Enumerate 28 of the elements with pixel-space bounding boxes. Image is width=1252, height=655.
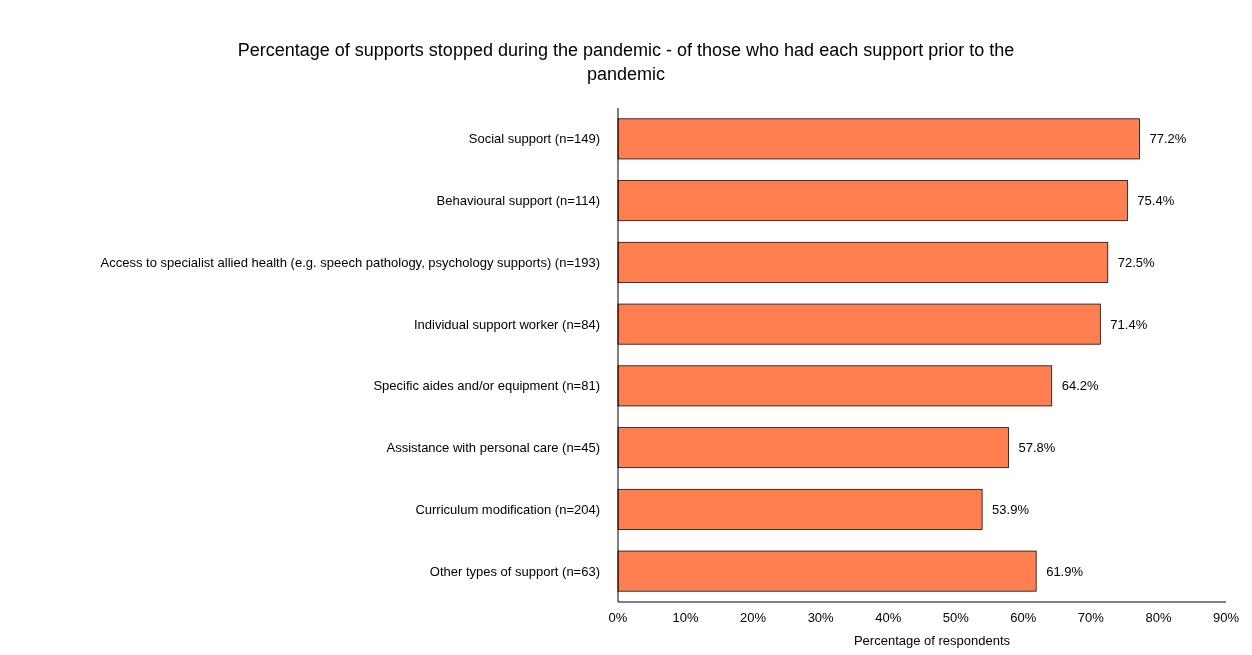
x-tick-label: 10% (672, 610, 699, 625)
y-tick-label: Specific aides and/or equipment (n=81) (373, 378, 600, 394)
x-tick-label: 0% (608, 610, 628, 625)
data-label: 57.8% (1018, 440, 1056, 456)
x-tick-label: 90% (1212, 610, 1240, 625)
x-tick-label: 20% (740, 610, 767, 625)
x-tick-label: 50% (942, 610, 970, 625)
x-tick-label: 30% (807, 610, 835, 625)
y-tick-label: Social support (n=149) (468, 131, 600, 147)
y-tick-label: Assistance with personal care (n=45) (386, 440, 600, 456)
data-label: 77.2% (1149, 131, 1187, 147)
data-label: 71.4% (1110, 316, 1148, 332)
x-tick-label: 40% (875, 610, 902, 625)
y-tick-label: Access to specialist allied health (e.g. speech pathology, psychology supports) (n=193) (100, 254, 600, 270)
data-label: 64.2% (1061, 378, 1100, 394)
x-tick-label: 70% (1077, 610, 1105, 625)
chart-title: Percentage of supports stopped during the pandemic - of those who had each support prior to the pandemic (237, 40, 1015, 84)
x-tick-label: 60% (1010, 610, 1037, 625)
data-label: 53.9% (992, 501, 1030, 517)
data-label: 75.4% (1137, 193, 1175, 209)
data-label: 72.5% (1117, 254, 1156, 270)
y-tick-label: Curriculum modification (n=204) (415, 501, 600, 517)
y-tick-label: Individual support worker (n=84) (413, 316, 600, 332)
y-tick-label: Behavioural support (n=114) (436, 193, 600, 209)
x-axis-title: Percentage of respondents (853, 633, 1011, 648)
data-label: 61.9% (1046, 563, 1084, 579)
y-tick-label: Other types of support (n=63) (429, 563, 600, 579)
x-tick-label: 80% (1145, 610, 1172, 625)
